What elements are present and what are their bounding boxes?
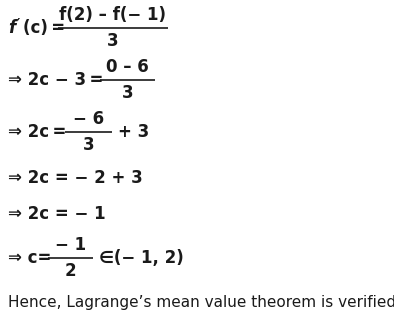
Text: f(2) – f(− 1): f(2) – f(− 1) xyxy=(59,6,167,24)
Text: − 1: − 1 xyxy=(55,236,86,254)
Text: ⇒ c=: ⇒ c= xyxy=(8,249,51,267)
Text: 3: 3 xyxy=(107,32,119,50)
Text: ′: ′ xyxy=(17,16,20,30)
Text: Hence, Lagrange’s mean value theorem is verified.: Hence, Lagrange’s mean value theorem is … xyxy=(8,294,394,309)
Text: + 3: + 3 xyxy=(118,123,149,141)
Text: ⇒ 2c =: ⇒ 2c = xyxy=(8,123,66,141)
Text: f: f xyxy=(8,19,15,37)
Text: 3: 3 xyxy=(83,136,94,154)
Text: ∈(− 1, 2): ∈(− 1, 2) xyxy=(99,249,184,267)
Text: 3: 3 xyxy=(122,84,133,102)
Text: ⇒ 2c = − 2 + 3: ⇒ 2c = − 2 + 3 xyxy=(8,169,143,187)
Text: 0 – 6: 0 – 6 xyxy=(106,58,149,76)
Text: − 6: − 6 xyxy=(73,110,104,128)
Text: ⇒ 2c = − 1: ⇒ 2c = − 1 xyxy=(8,205,106,223)
Text: (c) =: (c) = xyxy=(23,19,65,37)
Text: 2: 2 xyxy=(65,262,76,280)
Text: ⇒ 2c − 3 =: ⇒ 2c − 3 = xyxy=(8,71,103,89)
